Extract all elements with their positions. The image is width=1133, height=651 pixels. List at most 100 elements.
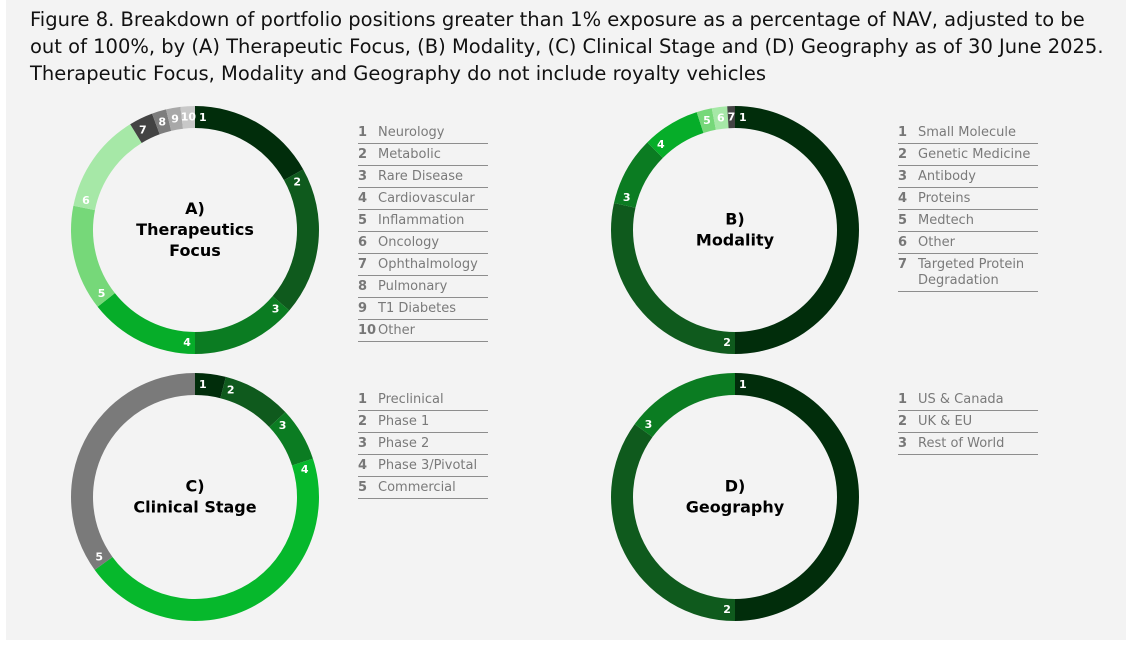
legend-item-label: Phase 1 bbox=[378, 414, 430, 429]
legend-item-number: 1 bbox=[898, 125, 908, 140]
legend-item-number: 3 bbox=[358, 436, 368, 451]
slice-metabolic bbox=[272, 169, 319, 311]
donut-center-title: C) Clinical Stage bbox=[133, 477, 256, 517]
slice-number-label: 3 bbox=[279, 419, 287, 432]
slice-oncology bbox=[73, 124, 142, 211]
slice-phase-1 bbox=[220, 376, 286, 428]
legend-item: 7 Targeted Protein Degradation bbox=[898, 254, 1038, 292]
slice-number-label: 2 bbox=[723, 336, 731, 349]
donut-center-title: A) Therapeutics Focus bbox=[136, 199, 254, 260]
legend-item-number: 9 bbox=[358, 301, 368, 316]
slice-number-label: 4 bbox=[301, 463, 309, 476]
legend-item-label: Neurology bbox=[378, 125, 445, 140]
slice-proteins bbox=[647, 112, 704, 158]
legend-item: 5 Medtech bbox=[898, 210, 1038, 232]
slice-commercial bbox=[70, 373, 195, 570]
legend-item-label: Proteins bbox=[918, 191, 971, 206]
slice-other bbox=[711, 106, 729, 130]
slice-small-molecule bbox=[735, 106, 859, 354]
legend-item-label: Small Molecule bbox=[918, 125, 1017, 140]
legend-item-label: T1 Diabetes bbox=[378, 301, 457, 316]
slice-number-label: 5 bbox=[98, 287, 106, 300]
legend-item-label: Inflammation bbox=[378, 213, 465, 228]
legend-item-number: 2 bbox=[898, 147, 908, 162]
legend-item: 7 Ophthalmology bbox=[358, 254, 488, 276]
legend-item: 4 Phase 3/Pivotal bbox=[358, 455, 488, 477]
donut-chart-clinical-stage: 1 2 3 4 5 C) Clinical Stage bbox=[70, 373, 320, 621]
slice-inflammation bbox=[71, 205, 115, 307]
legend-clinical-stage: 1 Preclinical 2 Phase 1 3 Phase 2 4 Phase 3/Piv… bbox=[358, 389, 488, 499]
slice-rare-disease bbox=[195, 296, 290, 354]
legend-item: 9 T1 Diabetes bbox=[358, 298, 488, 320]
legend-item: 3 Antibody bbox=[898, 166, 1038, 188]
slice-number-label: 4 bbox=[657, 138, 665, 151]
legend-item-label: Phase 3/Pivotal bbox=[378, 458, 478, 473]
slice-other bbox=[180, 106, 195, 129]
legend-item-label: Pulmonary bbox=[378, 279, 448, 294]
legend-item-label: Antibody bbox=[918, 169, 976, 184]
legend-item-label: Commercial bbox=[378, 480, 456, 495]
slice-preclinical bbox=[195, 373, 226, 399]
legend-item: 3 Phase 2 bbox=[358, 433, 488, 455]
legend-item: 3 Rest of World bbox=[898, 433, 1038, 455]
legend-item-number: 4 bbox=[358, 458, 368, 473]
legend-item-number: 2 bbox=[358, 414, 368, 429]
legend-item: 2 Genetic Medicine bbox=[898, 144, 1038, 166]
legend-item-number: 1 bbox=[898, 392, 908, 407]
legend-item-number: 4 bbox=[898, 191, 908, 206]
slice-number-label: 5 bbox=[703, 114, 711, 127]
legend-item-label: US & Canada bbox=[918, 392, 1004, 407]
legend-item: 2 Phase 1 bbox=[358, 411, 488, 433]
slice-number-label: 10 bbox=[181, 111, 197, 124]
legend-item: 1 Neurology bbox=[358, 122, 488, 144]
slice-number-label: 2 bbox=[723, 603, 731, 616]
legend-item: 4 Cardiovascular bbox=[358, 188, 488, 210]
legend-item: 4 Proteins bbox=[898, 188, 1038, 210]
legend-item-number: 1 bbox=[358, 392, 368, 407]
legend-item: 6 Other bbox=[898, 232, 1038, 254]
slice-number-label: 1 bbox=[739, 111, 747, 124]
legend-item-number: 3 bbox=[898, 169, 908, 184]
donut-chart-geography: 1 2 3 D) Geography bbox=[611, 373, 859, 621]
legend-item-label: Rare Disease bbox=[378, 169, 464, 184]
slice-number-label: 1 bbox=[199, 378, 207, 391]
legend-therapeutic-focus: 1 Neurology 2 Metabolic 3 Rare Disease 4 Cardio… bbox=[358, 122, 488, 342]
legend-item: 6 Oncology bbox=[358, 232, 488, 254]
legend-item: 5 Commercial bbox=[358, 477, 488, 499]
legend-item-label: Other bbox=[378, 323, 415, 338]
slice-ophthalmology bbox=[130, 113, 160, 144]
legend-item: 5 Inflammation bbox=[358, 210, 488, 232]
figure-caption: Figure 8. Breakdown of portfolio positio… bbox=[30, 8, 1104, 85]
legend-item: 2 UK & EU bbox=[898, 411, 1038, 433]
legend-item-number: 6 bbox=[898, 235, 908, 250]
slice-phase-3-pivotal bbox=[94, 458, 320, 621]
legend-item: 1 Preclinical bbox=[358, 389, 488, 411]
legend-geography: 1 US & Canada 2 UK & EU 3 Rest of World bbox=[898, 389, 1038, 455]
legend-item-label: Ophthalmology bbox=[378, 257, 478, 272]
slice-number-label: 4 bbox=[183, 336, 191, 349]
legend-item-number: 7 bbox=[898, 257, 908, 272]
slice-number-label: 1 bbox=[739, 378, 747, 391]
slice-rest-of-world bbox=[634, 373, 735, 438]
slice-number-label: 3 bbox=[272, 303, 280, 316]
legend-item-label: Medtech bbox=[918, 213, 974, 228]
slice-number-label: 6 bbox=[82, 194, 90, 207]
slice-number-label: 9 bbox=[171, 112, 179, 125]
slice-number-label: 7 bbox=[728, 111, 736, 124]
legend-item-label: Metabolic bbox=[378, 147, 441, 162]
legend-item-number: 1 bbox=[358, 125, 368, 140]
slice-number-label: 2 bbox=[293, 175, 301, 188]
slice-cardiovascular bbox=[97, 293, 195, 354]
legend-item-number: 6 bbox=[358, 235, 368, 250]
legend-item-number: 3 bbox=[898, 436, 908, 451]
legend-item-label: Genetic Medicine bbox=[918, 147, 1031, 162]
slice-number-label: 5 bbox=[95, 550, 103, 563]
legend-item-label: Targeted Protein Degradation bbox=[918, 257, 1025, 288]
legend-item-label: Phase 2 bbox=[378, 436, 430, 451]
legend-item-label: Oncology bbox=[378, 235, 440, 250]
legend-item: 3 Rare Disease bbox=[358, 166, 488, 188]
legend-item: 8 Pulmonary bbox=[358, 276, 488, 298]
legend-item: 1 US & Canada bbox=[898, 389, 1038, 411]
legend-item-number: 3 bbox=[358, 169, 368, 184]
slice-number-label: 3 bbox=[623, 191, 631, 204]
